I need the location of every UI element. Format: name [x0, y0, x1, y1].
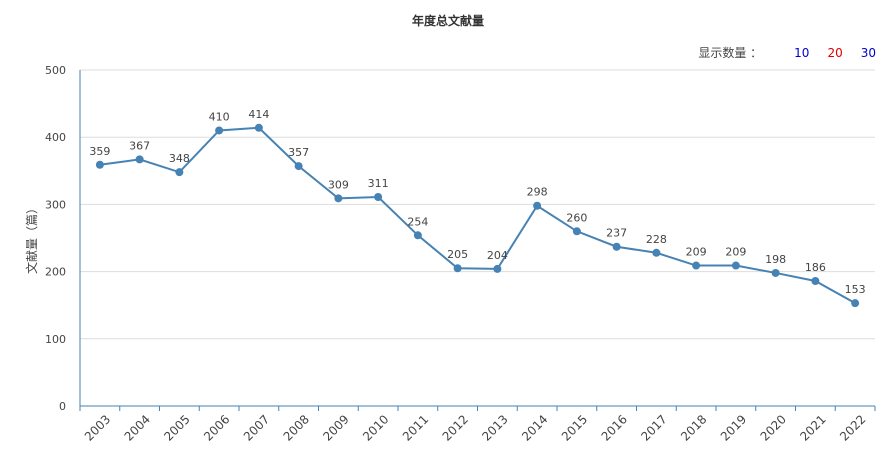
data-point [294, 162, 303, 171]
data-point [413, 231, 422, 240]
data-point [493, 264, 502, 273]
data-point [811, 277, 820, 286]
series-line [99, 126, 856, 305]
data-label: 414 [248, 108, 269, 121]
data-point [95, 160, 104, 169]
y-tick-label: 400 [45, 131, 66, 144]
y-tick-label: 200 [45, 266, 66, 279]
x-tick-label: 2012 [440, 412, 471, 443]
data-label: 228 [646, 233, 667, 246]
data-label: 298 [527, 186, 548, 199]
data-point [453, 264, 462, 273]
data-label: 410 [209, 110, 230, 123]
data-label: 237 [606, 227, 627, 240]
x-tick-label: 2006 [201, 412, 232, 443]
data-label: 186 [805, 261, 826, 274]
data-label: 357 [288, 146, 309, 159]
data-point [851, 299, 860, 308]
count-option-10[interactable]: 10 [794, 45, 810, 60]
x-tick-label: 2013 [479, 412, 510, 443]
display-count-selector: 显示数量 ： 10 20 30 [698, 44, 876, 61]
x-tick-label: 2017 [638, 412, 669, 443]
display-count-label: 显示数量 ： [698, 46, 763, 60]
data-point [254, 123, 263, 132]
y-tick-label: 0 [59, 400, 66, 413]
x-tick-label: 2015 [559, 412, 590, 443]
x-tick-label: 2007 [241, 412, 272, 443]
x-tick-label: 2019 [718, 412, 749, 443]
y-tick-label: 300 [45, 198, 66, 211]
data-point [731, 261, 740, 270]
data-label: 367 [129, 139, 150, 152]
data-label: 359 [89, 145, 110, 158]
data-label: 309 [328, 178, 349, 191]
data-label: 260 [566, 211, 587, 224]
x-tick-label: 2004 [122, 412, 153, 443]
x-tick-label: 2016 [599, 412, 630, 443]
count-option-30[interactable]: 30 [860, 45, 876, 60]
x-tick-label: 2020 [758, 412, 789, 443]
data-label: 209 [725, 246, 746, 259]
data-label: 254 [407, 215, 428, 228]
data-label: 153 [845, 283, 866, 296]
x-tick-label: 2005 [161, 412, 192, 443]
x-tick-label: 2003 [82, 412, 113, 443]
x-tick-label: 2014 [519, 412, 550, 443]
x-tick-label: 2022 [837, 412, 868, 443]
data-label: 205 [447, 248, 468, 261]
data-label: 204 [487, 249, 508, 262]
x-tick-label: 2008 [281, 412, 312, 443]
data-point [175, 168, 184, 177]
data-label: 348 [169, 152, 190, 165]
y-axis-label: 文献量（篇） [24, 202, 39, 274]
data-point [612, 242, 621, 251]
x-tick-label: 2010 [360, 412, 391, 443]
chart-title: 年度总文献量 [411, 14, 484, 28]
data-point [374, 193, 383, 202]
x-tick-label: 2011 [400, 412, 431, 443]
x-tick-label: 2009 [320, 412, 351, 443]
data-point [652, 248, 661, 257]
data-point [135, 155, 144, 164]
y-tick-label: 100 [45, 333, 66, 346]
data-point [334, 194, 343, 203]
data-point [533, 201, 542, 210]
data-point [215, 126, 224, 135]
count-option-20[interactable]: 20 [827, 45, 843, 60]
data-label: 198 [765, 253, 786, 266]
data-label: 209 [686, 246, 707, 259]
data-point [771, 268, 780, 277]
y-tick-label: 500 [45, 64, 66, 77]
data-point [692, 261, 701, 270]
x-tick-label: 2021 [797, 412, 828, 443]
data-label: 311 [368, 177, 389, 190]
x-tick-label: 2018 [678, 412, 709, 443]
data-point [572, 227, 581, 236]
